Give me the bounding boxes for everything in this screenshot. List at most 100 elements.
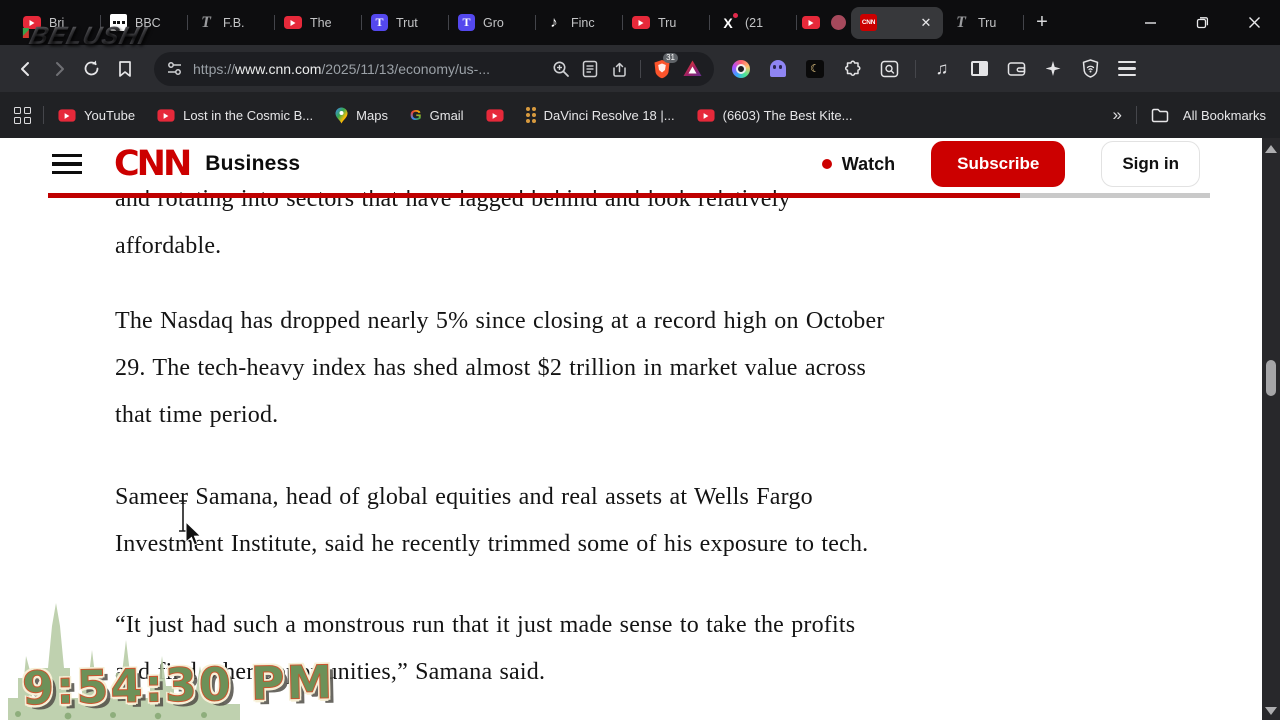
leo-ai-sparkle-icon[interactable] [1042,58,1064,80]
paragraph: The Nasdaq has dropped nearly 5% since c… [115,308,885,428]
tiktok-icon: ♪ [550,14,558,31]
url-text[interactable]: https://www.cnn.com/2025/11/13/economy/u… [193,60,491,77]
bookmarks-right: » All Bookmarks [1112,105,1266,125]
live-dot-icon [821,159,832,169]
youtube-icon [58,106,76,124]
tab-separator [709,15,710,30]
share-icon[interactable] [610,60,628,78]
apps-grid-icon[interactable] [14,106,31,124]
shield-badge: 31 [663,52,678,63]
wallet-icon[interactable] [1005,58,1027,80]
maximize-button[interactable] [1176,4,1228,42]
bookmark-cosmic[interactable]: Lost in the Cosmic B... [157,106,313,124]
scroll-down-arrow-icon[interactable] [1265,707,1277,715]
tab-separator [1023,15,1024,30]
tab-truth-social-1[interactable]: T Trut [362,7,448,39]
reading-progress-bar [48,193,1210,198]
truth-social-icon: T [371,14,388,31]
site-menu-icon[interactable] [52,154,82,174]
gmail-icon: G [409,106,422,124]
moon-extension-icon[interactable]: ☾ [804,58,826,80]
tab-nyt-2[interactable]: T Tru [943,7,1023,39]
tab-avatar-mini[interactable] [824,7,851,39]
tab-title: Gro [483,15,504,30]
bookmark-davinci[interactable]: DaVinci Resolve 18 |... [525,107,675,123]
sign-in-button[interactable]: Sign in [1101,141,1200,187]
search-tabs-icon[interactable] [878,58,900,80]
bookmark-maps[interactable]: Maps [335,107,388,124]
belushi-watermark: BELUSHI [26,22,151,50]
reader-mode-icon[interactable] [582,60,598,78]
bookmark-icon[interactable] [111,55,138,82]
bookmark-kite[interactable]: (6603) The Best Kite... [697,106,852,124]
paragraph: Sameer Samana, head of global equities a… [115,484,869,557]
minimize-button[interactable] [1124,4,1176,42]
divider [915,59,916,78]
tab-list: Bri BBC T F.B. The T Trut [14,0,1056,45]
forward-button[interactable] [45,55,72,82]
scroll-up-arrow-icon[interactable] [1265,145,1277,153]
bookmark-youtube-iconic[interactable] [486,106,504,124]
youtube-icon [632,14,650,32]
media-controls-icon[interactable]: ♫ [935,58,949,78]
tab-separator [535,15,536,30]
bookmark-youtube[interactable]: YouTube [58,106,135,124]
bookmarks-overflow-chevron[interactable]: » [1112,105,1122,124]
reload-button[interactable] [78,55,105,82]
ghostery-icon[interactable] [767,58,789,80]
tab-x[interactable]: X (21 [710,7,796,39]
sidebar-toggle-icon[interactable] [968,58,990,80]
emerald-city-overlay [8,603,240,720]
tab-separator [274,15,275,30]
brave-rewards-icon[interactable] [683,60,702,77]
close-window-button[interactable] [1228,4,1280,42]
tab-nyt-1[interactable]: T F.B. [188,7,274,39]
progress-track [1020,193,1210,198]
back-button[interactable] [12,55,39,82]
youtube-icon [284,14,302,32]
browser-toolbar: https://www.cnn.com/2025/11/13/economy/u… [0,45,1280,92]
folder-icon [1151,108,1169,122]
paragraph: and rotating into sectors that have lagg… [115,186,791,259]
vpn-shield-icon[interactable] [1079,58,1101,80]
site-header-actions: Watch Subscribe Sign in [821,141,1200,187]
tab-truth-social-2[interactable]: T Gro [449,7,535,39]
tab-close-icon[interactable]: ✕ [920,14,932,30]
new-tab-button[interactable]: + [1036,11,1048,33]
address-bar[interactable]: https://www.cnn.com/2025/11/13/economy/u… [154,51,714,86]
notification-dot [733,12,738,18]
scrollbar-thumb[interactable] [1266,360,1276,396]
youtube-icon [802,14,820,32]
paragraph: “It just had such a monstrous run that i… [115,612,856,685]
tab-youtube-2[interactable]: The [275,7,361,39]
tab-youtube-mini[interactable] [797,7,824,39]
cnn-site-header: CNN Business Watch Subscribe Sign in [0,138,1262,190]
tab-separator [361,15,362,30]
nyt-icon: T [956,13,966,31]
site-settings-icon[interactable] [166,60,183,77]
tab-tiktok[interactable]: ♪ Finc [536,7,622,39]
section-title[interactable]: Business [205,152,301,175]
all-bookmarks-button[interactable]: All Bookmarks [1182,107,1266,123]
extensions-puzzle-icon[interactable] [841,58,863,80]
tab-separator [187,15,188,30]
tab-youtube-3[interactable]: Tru [623,7,709,39]
tab-title: Tru [658,15,677,30]
cnn-logo[interactable]: CNN [114,144,192,184]
camera-extension-icon[interactable] [730,58,752,80]
subscribe-button[interactable]: Subscribe [931,141,1066,187]
scrollbar[interactable] [1262,138,1280,720]
browser-menu-icon[interactable] [1116,58,1138,80]
divider [640,59,641,78]
watch-link[interactable]: Watch [821,154,895,175]
tab-title: Tru [978,15,997,30]
page-content: and rotating into sectors that have lagg… [0,138,1262,720]
progress-fill [48,193,1020,198]
zoom-in-icon[interactable] [552,60,570,78]
davinci-dots-icon [525,107,536,123]
brave-shield-icon[interactable]: 31 [653,52,678,79]
stream-clock-overlay: 9:54:30 PM [21,654,335,716]
cnn-favicon: CNN [860,14,877,31]
bookmark-gmail[interactable]: G Gmail [409,106,464,124]
tab-cnn-active[interactable]: CNN ✕ [851,6,943,39]
